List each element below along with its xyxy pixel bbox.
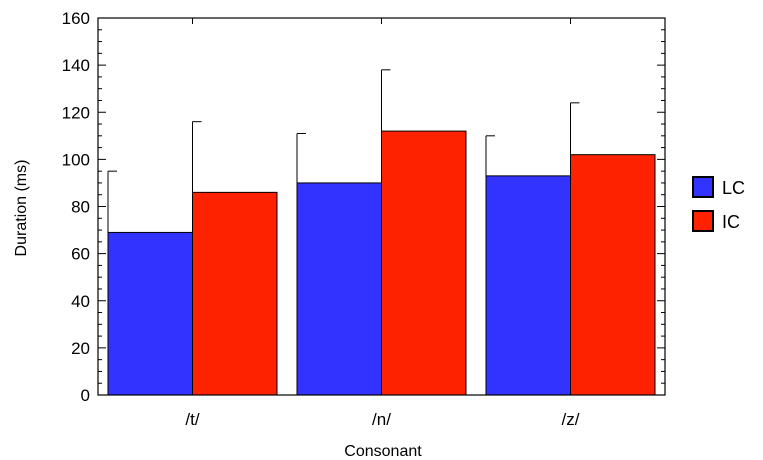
legend-swatch-lc [692,176,714,198]
y-tick-label-8: 140 [62,56,90,75]
bar-ic-1 [192,191,278,396]
y-tick-label-4: 60 [71,245,90,264]
legend-label-ic: IC [722,212,740,232]
y-tick-label-6: 100 [62,150,90,169]
legend-swatch-ic [692,210,714,232]
y-tick-label-7: 120 [62,103,90,122]
x-tick-label-3: /z/ [562,410,580,429]
x-tick-label-2: /n/ [372,410,391,429]
tick-labels-group: /t/ /n/ /z/0 20 40 60 80 100 120 140 160 [62,9,580,429]
bars-group [107,130,656,396]
bar-lc-1 [107,231,193,396]
y-tick-label-1: 0 [81,386,90,405]
bar-ic-3 [570,154,656,396]
error-bars-group [107,69,580,233]
bar-lc-3 [485,175,571,396]
bar-ic-2 [381,130,467,396]
legend-label-lc: LC [722,178,745,198]
bar-lc-2 [296,182,382,396]
y-tick-label-2: 20 [71,339,90,358]
y-axis-label: Duration (ms) [13,160,30,257]
axes-group [97,17,666,396]
x-axis-label: Consonant [344,443,422,460]
legend: LC IC [692,176,745,232]
x-tick-label-1: /t/ [185,410,199,429]
y-tick-label-3: 40 [71,292,90,311]
y-tick-label-9: 160 [62,9,90,28]
y-tick-label-5: 80 [71,198,90,217]
